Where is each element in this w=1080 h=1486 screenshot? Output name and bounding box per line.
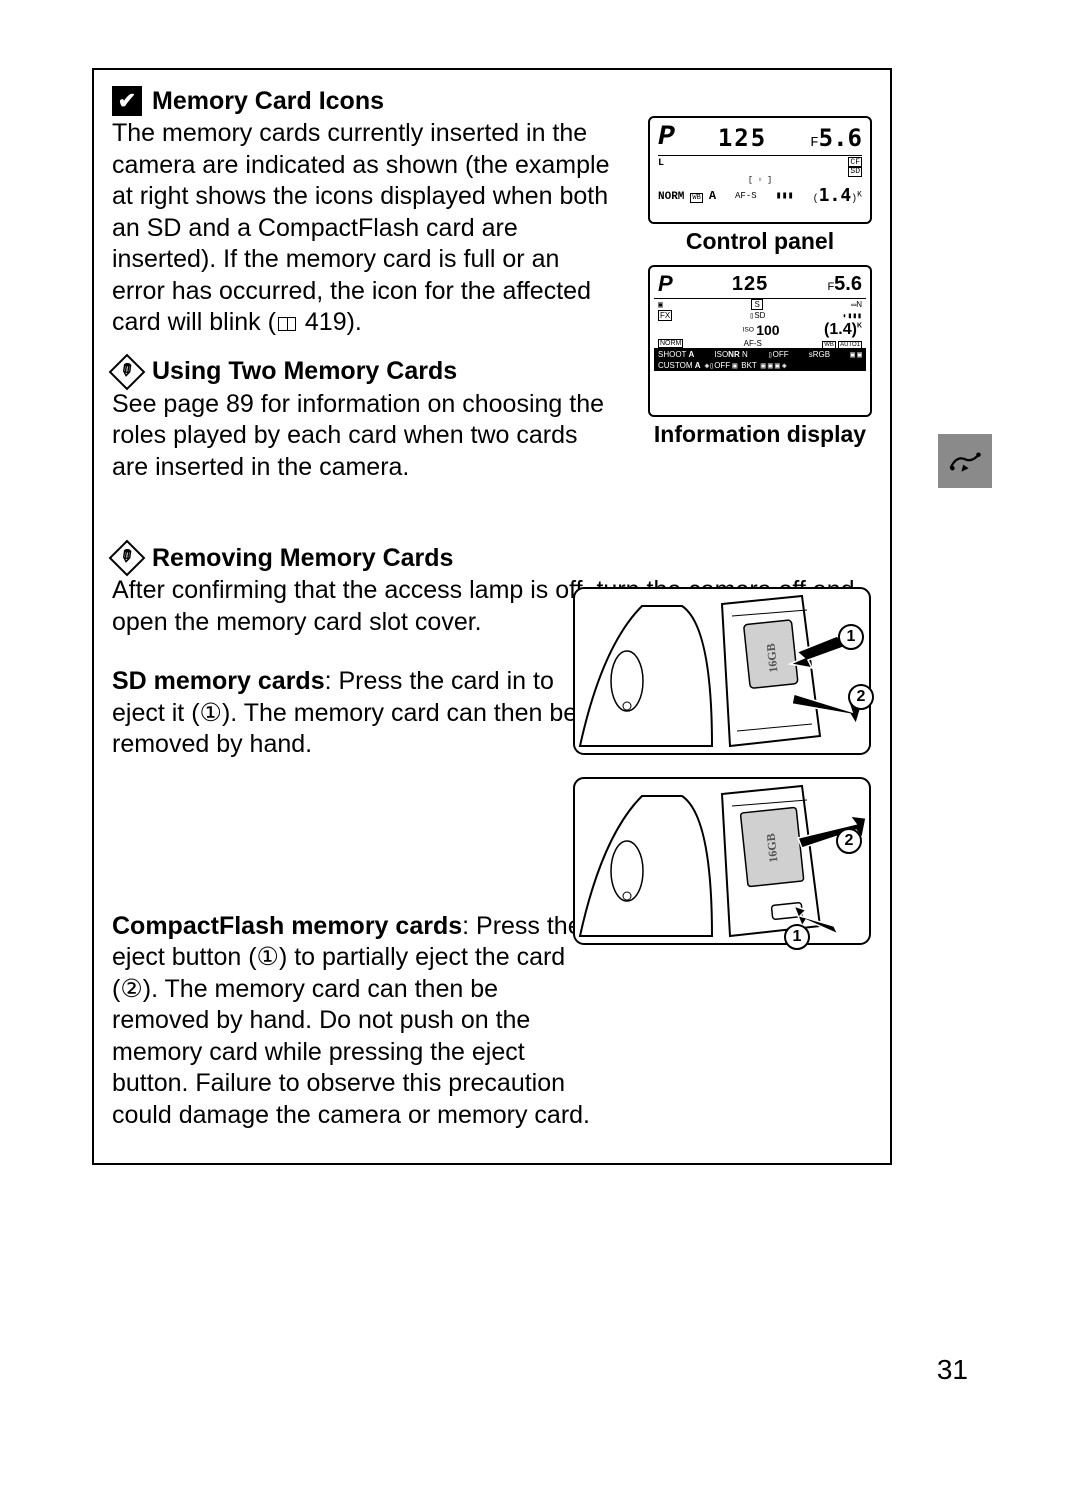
- quality: NORM WB A: [658, 189, 716, 203]
- quality: NORM: [658, 339, 683, 348]
- content-frame: ✔ Memory Card Icons The memory cards cur…: [92, 68, 892, 1165]
- figure-info-display: P 125 F5.6 ▣ S ▭N FX ▯SD ◐▮▮▮ ISO 100 (1…: [648, 265, 872, 417]
- status-strip-2: CUSTOM A ◈▯OFF ▣ BKT ▣ ▣ ▣ ◈: [654, 360, 866, 371]
- callout-1: 1: [838, 624, 864, 650]
- book-icon: [278, 317, 296, 331]
- callout-1: 1: [784, 924, 810, 950]
- section-text: CompactFlash memory cards: Press the eje…: [112, 911, 602, 1132]
- shutter-speed: 125: [732, 273, 768, 296]
- shots-remaining: (1.4)K: [824, 321, 862, 339]
- af-mode: AF-S: [735, 191, 757, 201]
- aperture: F5.6: [827, 273, 862, 296]
- side-tab-icon: [938, 434, 992, 488]
- figure-label: Control panel: [648, 228, 872, 255]
- mode-indicator: P: [658, 122, 675, 153]
- iso-value: 100: [756, 322, 779, 338]
- battery-icon: ▮▮▮: [776, 190, 794, 202]
- note-icon: ✎: [112, 357, 142, 387]
- caution-icon: ✔: [112, 86, 142, 116]
- mode-indicator: P: [658, 271, 673, 297]
- figure-cf-eject: 16GB 2 1: [572, 776, 872, 946]
- af-mode: AF-S: [744, 339, 762, 348]
- section-text: The memory cards currently inserted in t…: [112, 118, 616, 339]
- figure-control-panel: P 125 F5.6 L CF SD [ ▫ ] NORM WB A AF-S: [648, 116, 872, 224]
- callout-2: 2: [836, 828, 862, 854]
- figure-label: Information display: [648, 421, 872, 448]
- shots-remaining: (1.4)K: [813, 185, 862, 206]
- image-size: L: [658, 158, 664, 176]
- section-title: Memory Card Icons: [152, 87, 384, 116]
- section-title: Removing Memory Cards: [152, 544, 453, 573]
- page-number: 31: [937, 1354, 968, 1386]
- note-icon: ✎: [112, 543, 142, 573]
- figure-sd-eject: 16GB 1 2: [572, 586, 872, 756]
- aperture: F5.6: [810, 124, 862, 152]
- section-text: See page 89 for information on choosing …: [112, 389, 616, 484]
- image-area: FX: [658, 310, 672, 321]
- shutter-speed: 125: [718, 124, 767, 152]
- battery-icon: ◐▮▮▮: [843, 311, 862, 320]
- metering: S: [751, 299, 762, 310]
- card-icons: CF SD: [848, 158, 862, 176]
- section-title: Using Two Memory Cards: [152, 357, 457, 386]
- right-figures: P 125 F5.6 L CF SD [ ▫ ] NORM WB A AF-S: [648, 116, 872, 458]
- section-text: SD memory cards: Press the card in to ej…: [112, 666, 602, 761]
- status-strip-1: SHOOT A ISONR N ▯OFF sRGB ▣ ▣: [654, 349, 866, 360]
- callout-2: 2: [848, 684, 874, 710]
